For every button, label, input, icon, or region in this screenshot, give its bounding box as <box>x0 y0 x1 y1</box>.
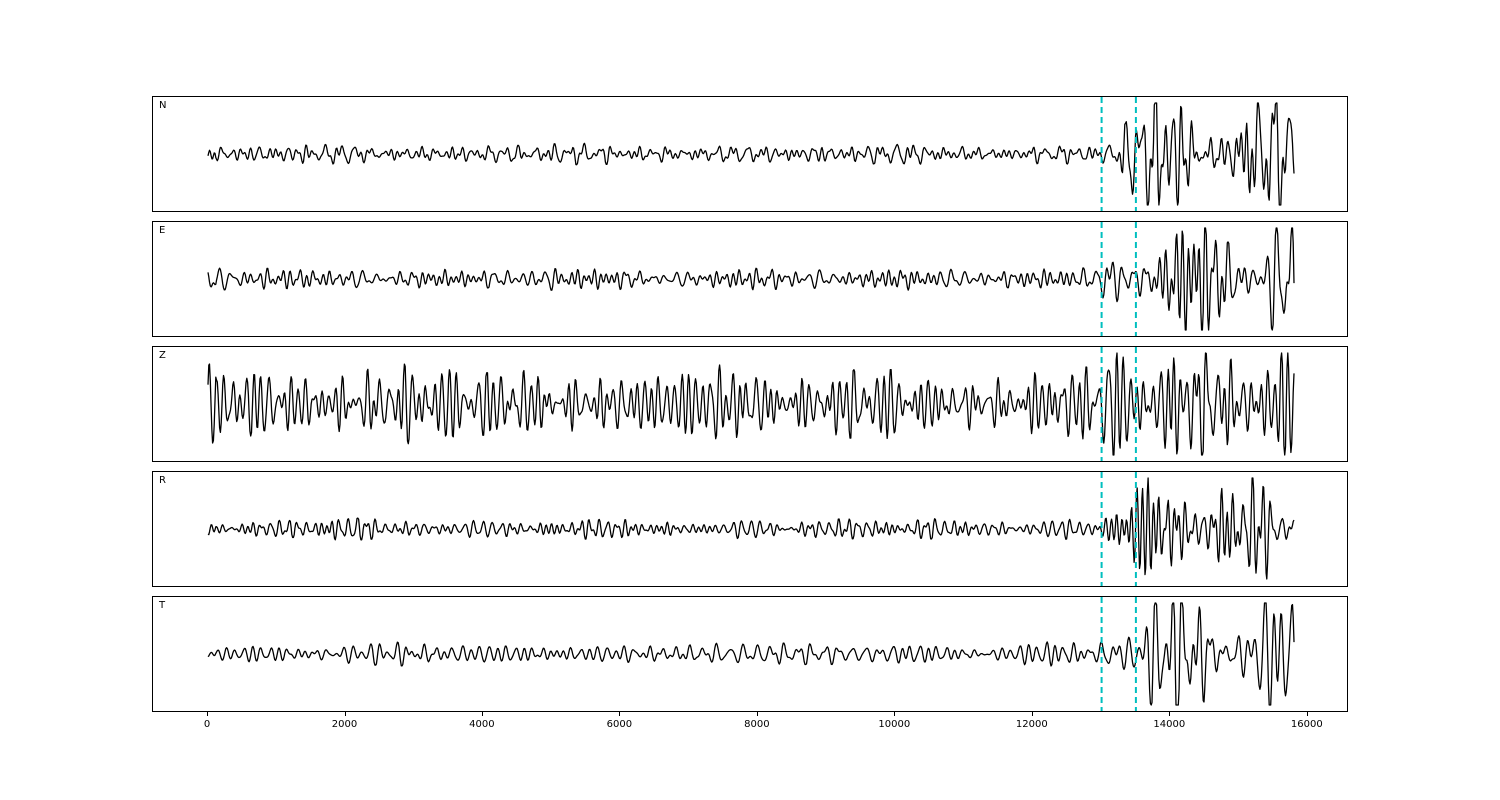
panel-label-R: R <box>159 475 166 486</box>
waveform-trace-N <box>207 102 1295 206</box>
panel-R: R <box>152 471 1348 587</box>
panel-label-T: T <box>159 600 166 611</box>
panel-N: N <box>152 96 1348 212</box>
x-tick-mark <box>1031 712 1033 716</box>
x-tick-label: 4000 <box>469 719 495 730</box>
panel-E: E <box>152 221 1348 337</box>
panel-label-E: E <box>159 225 166 236</box>
x-tick-label: 16000 <box>1290 719 1323 730</box>
waveform-trace-R <box>207 477 1295 580</box>
waveform-trace-Z <box>207 352 1295 456</box>
x-tick-mark <box>481 712 483 716</box>
panel-Z: Z <box>152 346 1348 462</box>
panel-canvas-N <box>207 97 1295 211</box>
panel-canvas-R <box>207 472 1295 586</box>
x-tick-mark <box>207 712 208 716</box>
panel-label-N: N <box>159 100 167 111</box>
panel-label-Z: Z <box>159 350 166 361</box>
x-tick-mark <box>756 712 758 716</box>
waveform-trace-E <box>207 227 1295 331</box>
x-tick-label: 12000 <box>1015 719 1048 730</box>
panel-T: T <box>152 596 1348 712</box>
panel-canvas-E <box>207 222 1295 336</box>
x-tick-mark <box>1306 712 1308 716</box>
x-tick-label: 14000 <box>1153 719 1186 730</box>
waveform-trace-T <box>207 602 1295 706</box>
x-tick-mark <box>1169 712 1171 716</box>
x-tick-label: 6000 <box>606 719 633 730</box>
x-tick-mark <box>894 712 896 716</box>
x-tick-label: 0 <box>203 719 211 730</box>
panel-canvas-Z <box>207 347 1295 461</box>
x-tick-mark <box>619 712 621 716</box>
x-tick-label: 10000 <box>878 719 911 730</box>
x-tick-mark <box>344 712 346 716</box>
x-tick-label: 2000 <box>331 719 358 730</box>
panel-canvas-T <box>207 597 1295 711</box>
x-tick-label: 8000 <box>744 719 770 730</box>
